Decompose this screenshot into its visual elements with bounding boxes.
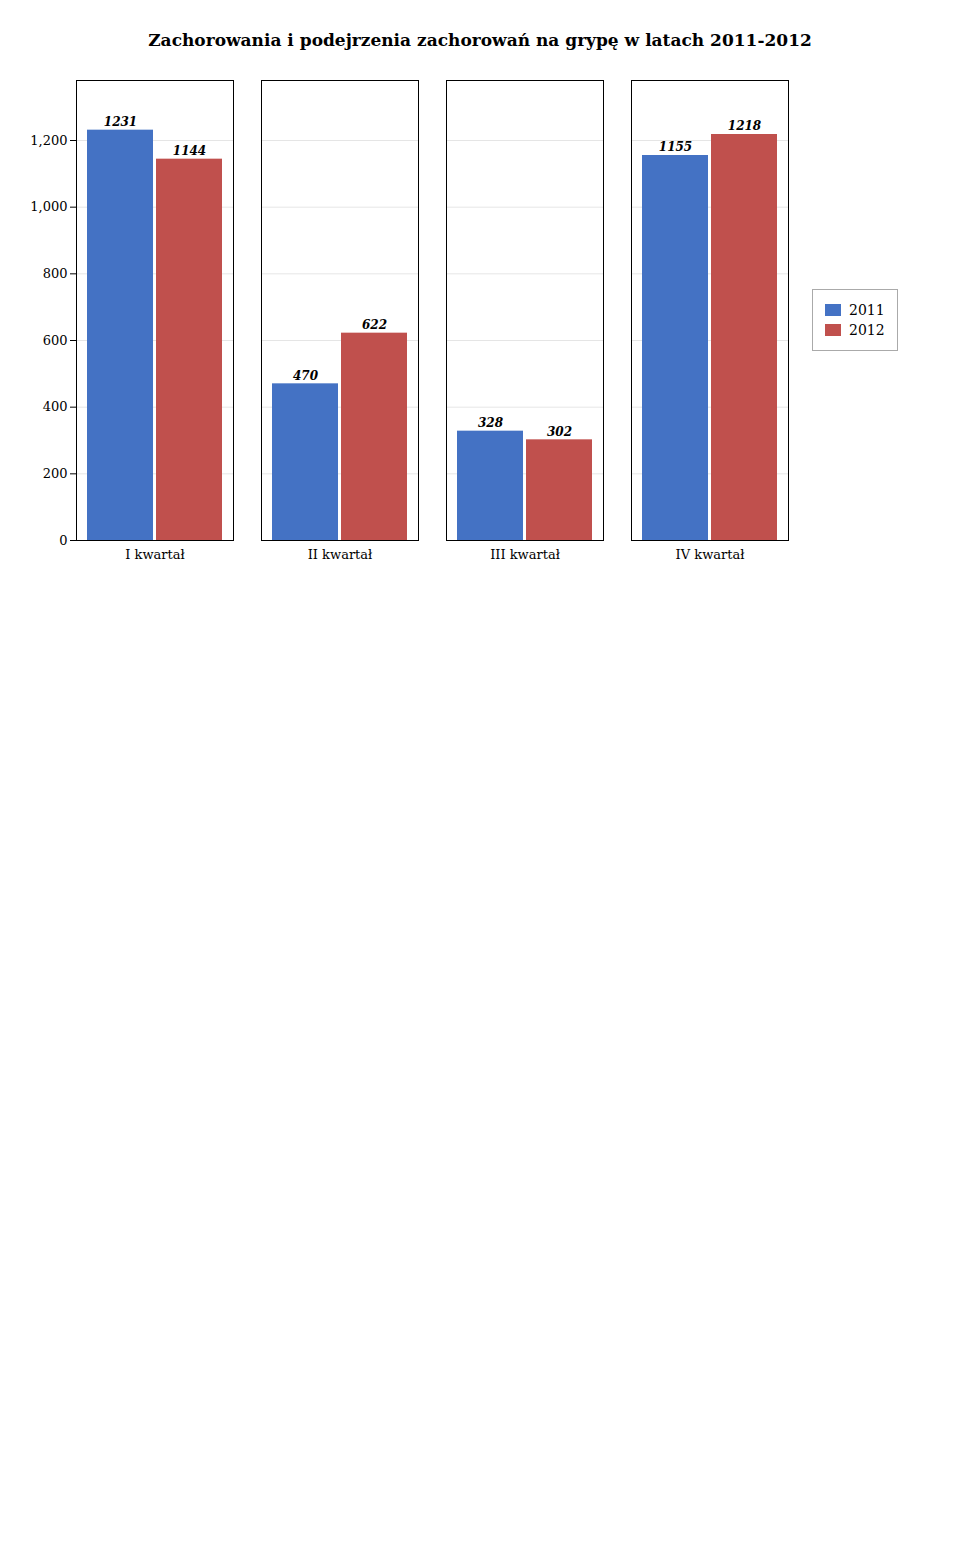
svg-text:0: 0 xyxy=(59,533,67,548)
svg-text:I kwartał: I kwartał xyxy=(125,547,185,562)
svg-text:200: 200 xyxy=(43,466,68,481)
svg-text:400: 400 xyxy=(43,399,68,414)
html-text:2011: 2011 xyxy=(849,302,885,318)
svg-text:1231: 1231 xyxy=(104,115,137,129)
svg-text:II kwartał: II kwartał xyxy=(308,547,373,562)
svg-text:1218: 1218 xyxy=(728,119,762,133)
svg-text:1155: 1155 xyxy=(659,140,692,154)
svg-text:600: 600 xyxy=(43,333,68,348)
svg-text:IV kwartał: IV kwartał xyxy=(676,547,746,562)
svg-text:800: 800 xyxy=(43,266,68,281)
svg-text:1,200: 1,200 xyxy=(30,133,67,148)
svg-text:1144: 1144 xyxy=(173,144,206,158)
html-text:2012: 2012 xyxy=(849,322,885,338)
svg-text:470: 470 xyxy=(293,369,319,383)
svg-text:302: 302 xyxy=(547,425,572,439)
svg-text:328: 328 xyxy=(478,416,504,430)
svg-text:1,000: 1,000 xyxy=(30,199,67,214)
svg-text:622: 622 xyxy=(362,318,387,332)
html-text:Zachorowania i podejrzenia zac: Zachorowania i podejrzenia zachorowań na… xyxy=(148,30,812,50)
svg-text:III kwartał: III kwartał xyxy=(490,547,560,562)
